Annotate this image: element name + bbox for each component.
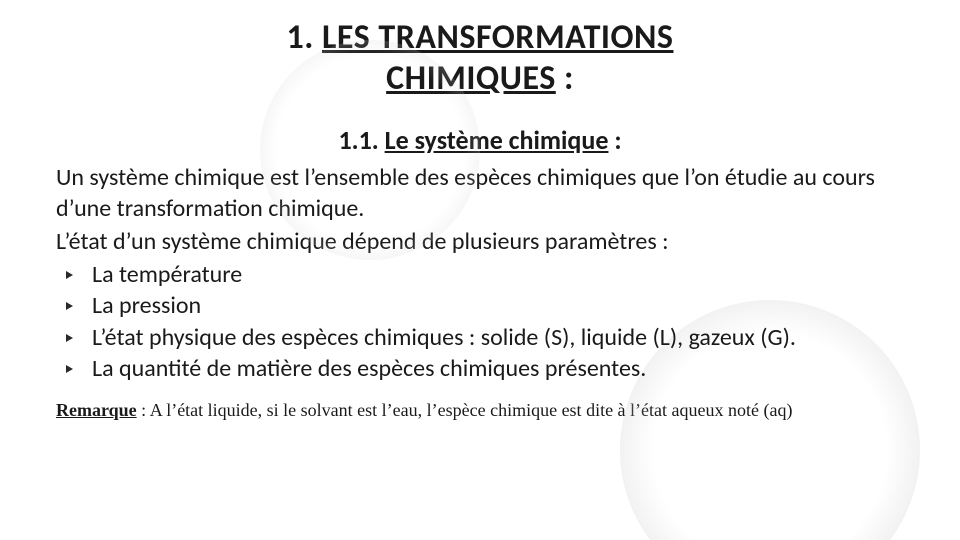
subtitle-prefix: 1.1.	[338, 124, 384, 156]
remark-block: Remarque : A l’état liquide, si le solva…	[56, 398, 904, 422]
section-subtitle: 1.1. Le système chimique :	[56, 124, 904, 156]
subtitle-text: Le système chimique	[385, 124, 609, 156]
slide-title: 1. LES TRANSFORMATIONS CHIMIQUES :	[56, 18, 904, 100]
title-prefix: 1.	[287, 17, 323, 58]
list-item: La température	[66, 259, 904, 290]
subtitle-suffix: :	[608, 124, 621, 156]
paragraph: Un système chimique est l’ensemble des e…	[56, 162, 904, 224]
remark-label: Remarque	[56, 400, 137, 420]
list-item: L’état physique des espèces chimiques : …	[66, 322, 904, 353]
slide: 1. LES TRANSFORMATIONS CHIMIQUES : 1.1. …	[0, 0, 960, 540]
title-suffix: :	[556, 58, 574, 99]
remark-text: A l’état liquide, si le solvant est l’ea…	[146, 400, 792, 420]
paragraph: L’état d’un système chimique dépend de p…	[56, 226, 904, 257]
body-content: Un système chimique est l’ensemble des e…	[56, 162, 904, 423]
bullet-list: La température La pression L’état physiq…	[56, 259, 904, 384]
remark-suffix: :	[137, 400, 147, 420]
title-line1: LES TRANSFORMATIONS	[322, 17, 673, 58]
list-item: La quantité de matière des espèces chimi…	[66, 353, 904, 384]
list-item: La pression	[66, 290, 904, 321]
title-line2: CHIMIQUES	[386, 58, 556, 99]
